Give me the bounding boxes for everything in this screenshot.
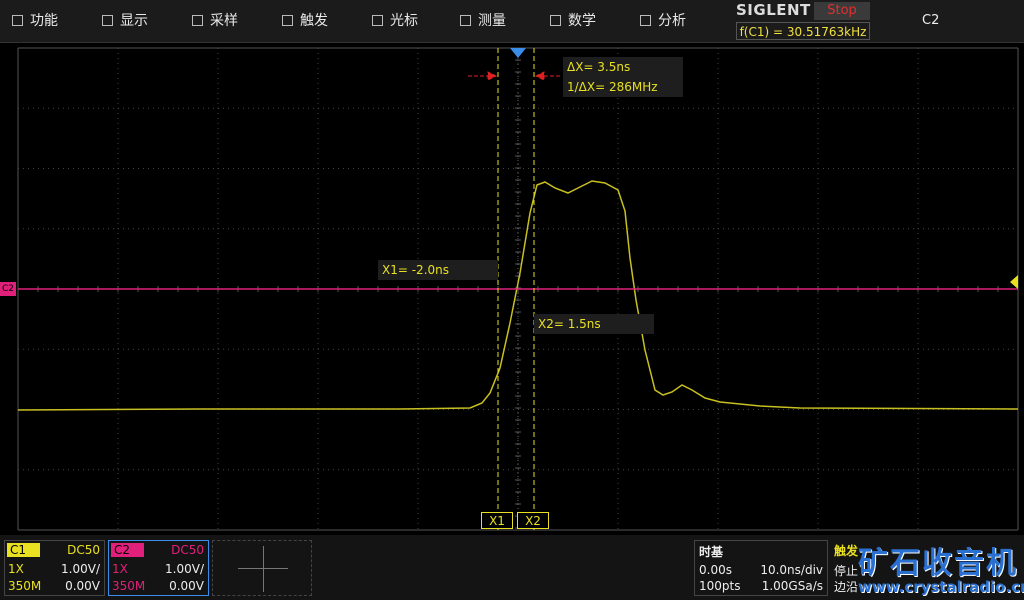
menu-item[interactable]: 采样 (180, 0, 268, 42)
add-channel[interactable] (212, 540, 312, 596)
brand: SIGLENT (736, 1, 811, 19)
menu-item[interactable]: 分析 (628, 0, 716, 42)
trigger-title: 触发 (834, 544, 859, 558)
sample-rate: 1.00GSa/s (761, 579, 823, 593)
offset: 0.00V (169, 579, 204, 593)
menu-item[interactable]: 光标 (360, 0, 448, 42)
timebase-box[interactable]: 时基 0.00s 10.0ns/div 100pts 1.00GSa/s (694, 540, 828, 596)
c1-trace (17, 180, 1019, 411)
c1-box[interactable]: C1 DC50 1X 1.00V/ 350M 0.00V (4, 540, 105, 596)
cursor-frequency: 1/ΔX= 286MHz (563, 77, 683, 97)
menu-item[interactable]: 功能 (0, 0, 88, 42)
menu-item[interactable]: 触发 (270, 0, 358, 42)
cursor-delta: ΔX= 3.5ns (563, 57, 683, 77)
channel-name: C1 (7, 543, 40, 557)
delay: 0.00s (699, 563, 732, 577)
watermark-url: www.crystalradio.cn (858, 578, 1024, 596)
offset: 0.00V (65, 579, 100, 593)
status-bar (0, 535, 1024, 600)
coupling: DC50 (171, 543, 204, 557)
watermark-title: 矿石收音机 (858, 546, 1018, 581)
bandwidth: 350M (8, 579, 42, 593)
timebase-title: 时基 (699, 545, 724, 559)
cursor-x1-value: X1= -2.0ns (378, 260, 498, 280)
scale: 1.00V/ (61, 562, 100, 576)
frequency-counter: f(C1) = 30.51763kHz (736, 22, 870, 40)
trigger-state: 停止 (834, 564, 859, 578)
trigger-box[interactable]: 触发 停止 边沿 (830, 540, 1024, 596)
time-scale: 10.0ns/div (760, 563, 823, 577)
active-channel[interactable]: C2 (922, 13, 940, 28)
cursor-x1-tag[interactable]: X1 (481, 512, 513, 529)
cursor-arrow (468, 71, 498, 81)
probe: 1X (8, 562, 24, 576)
trigger-position (510, 48, 526, 58)
trigger-type: 边沿 (834, 580, 859, 594)
c2-box[interactable]: C2 DC50 1X 1.00V/ 350M 0.00V (108, 540, 209, 596)
coupling: DC50 (67, 543, 100, 557)
channel-name: C2 (111, 543, 144, 557)
cursor-x2-tag[interactable]: X2 (517, 512, 549, 529)
probe: 1X (112, 562, 128, 576)
bandwidth: 350M (112, 579, 146, 593)
points: 100pts (699, 579, 741, 593)
cursor-x2-value: X2= 1.5ns (534, 314, 654, 334)
level-marker: C2 (0, 282, 16, 296)
waveform-display (17, 47, 1019, 531)
run-status[interactable]: Stop (814, 2, 870, 20)
menu-item[interactable]: 数学 (538, 0, 626, 42)
cursor-arrow (534, 71, 560, 81)
trigger-level (1010, 275, 1018, 289)
menu-item[interactable]: 显示 (90, 0, 178, 42)
menu-item[interactable]: 测量 (448, 0, 536, 42)
scale: 1.00V/ (165, 562, 204, 576)
